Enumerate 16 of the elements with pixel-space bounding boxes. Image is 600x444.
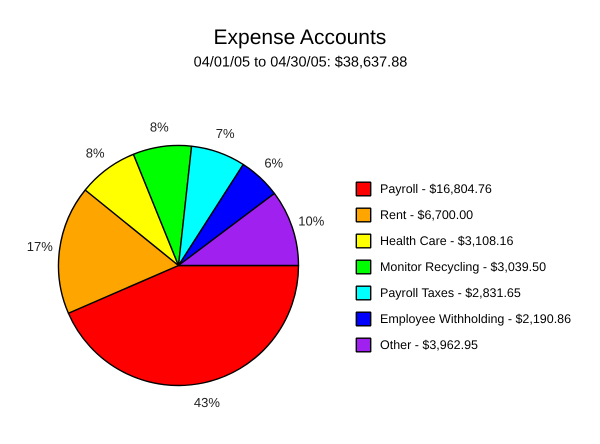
- legend-label: Employee Withholding - $2,190.86: [380, 310, 572, 327]
- legend-label: Other - $3,962.95: [380, 336, 478, 353]
- legend-label: Monitor Recycling - $3,039.50: [380, 258, 546, 275]
- legend-label: Payroll Taxes - $2,831.65: [380, 284, 521, 301]
- data-label: 7%: [216, 126, 235, 141]
- data-label: 17%: [26, 239, 54, 254]
- data-label: 8%: [86, 146, 105, 161]
- data-label: 8%: [150, 119, 170, 134]
- legend-label: Payroll - $16,804.76: [380, 180, 492, 197]
- data-label: 10%: [298, 214, 325, 229]
- chart-title: Expense Accounts: [214, 26, 386, 49]
- legend-label: Rent - $6,700.00: [380, 206, 474, 223]
- legend-label: Health Care - $3,108.16: [380, 232, 514, 249]
- data-label: 6%: [264, 155, 284, 170]
- data-label: 43%: [194, 395, 220, 410]
- chart-subtitle: 04/01/05 to 04/30/05: $38,637.88: [194, 54, 408, 70]
